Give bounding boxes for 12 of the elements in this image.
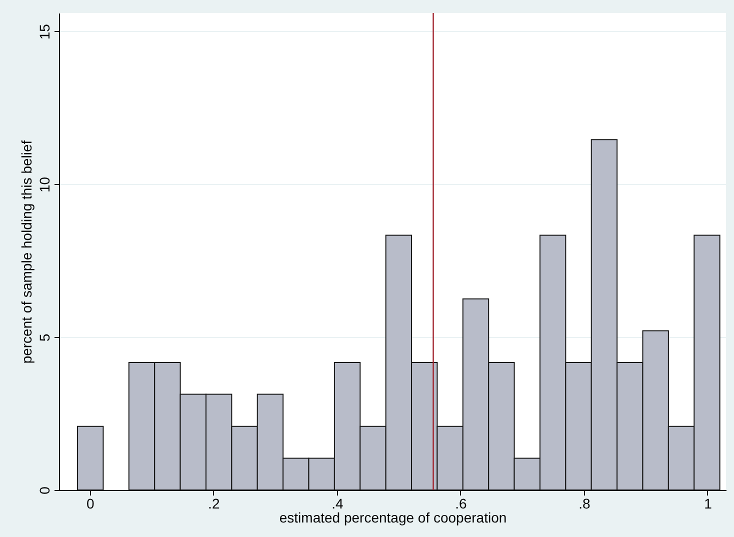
x-tick-label: .4	[332, 496, 344, 512]
x-tick-label: .2	[208, 496, 220, 512]
y-tick-label: 10	[36, 176, 52, 193]
x-axis-title: estimated percentage of cooperation	[279, 510, 507, 526]
y-tick-label: 15	[36, 24, 52, 40]
y-tick-label: 0	[36, 486, 52, 494]
x-tick-label: .8	[578, 496, 590, 512]
x-tick-label: .6	[455, 496, 467, 512]
y-axis-title: percent of sample holding this belief	[18, 140, 34, 364]
y-tick-label: 5	[36, 334, 52, 342]
x-tick-label: 0	[86, 496, 94, 512]
x-tick-label: 1	[704, 496, 712, 512]
